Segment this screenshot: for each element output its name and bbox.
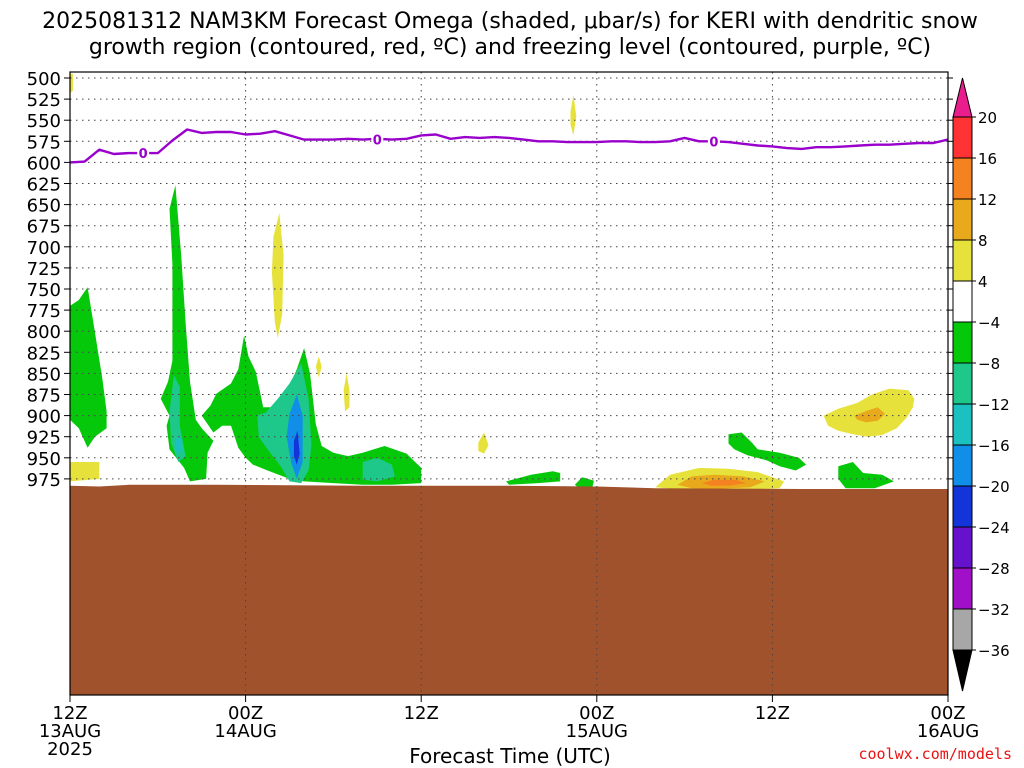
colorbar-segment xyxy=(952,403,973,446)
colorbar-segment xyxy=(952,198,973,241)
x-axis-label: Forecast Time (UTC) xyxy=(409,744,611,768)
omega-region xyxy=(728,432,807,471)
y-tick-label: 800 xyxy=(27,322,61,343)
colorbar-segment xyxy=(952,608,973,651)
colorbar: 20 16 12 8 4 −4 −8 −12 −16 −20 −24 −28 −32 −36 xyxy=(952,77,1010,692)
colorbar-segment xyxy=(952,280,973,323)
freezing-level-line xyxy=(69,128,949,164)
credit-text: coolwx.com/models xyxy=(858,745,1012,763)
omega-region xyxy=(343,373,350,412)
y-tick-label: 700 xyxy=(27,238,61,259)
colorbar-tick-label: −12 xyxy=(978,396,1010,414)
y-tick-label: 875 xyxy=(27,386,61,407)
omega-region xyxy=(574,477,594,489)
y-tick-label: 650 xyxy=(27,196,61,217)
freezing-level-label: 0 xyxy=(139,147,148,162)
colorbar-segment xyxy=(952,444,973,487)
omega-region xyxy=(838,462,894,489)
y-tick-label: 675 xyxy=(27,217,61,238)
x-tick-label: 12Z xyxy=(404,703,439,724)
colorbar-top-arrow xyxy=(952,77,973,118)
x-tick-date: 14AUG xyxy=(214,721,276,742)
colorbar-tick-label: 4 xyxy=(978,273,988,291)
omega-region xyxy=(160,185,214,482)
omega-region xyxy=(70,462,100,482)
omega-region xyxy=(175,434,183,455)
y-tick-label: 750 xyxy=(27,280,61,301)
freezing-level-label: 0 xyxy=(373,134,382,149)
omega-region xyxy=(70,73,73,94)
x-tick-label: 00Z xyxy=(930,703,965,724)
x-tick-label: 00Z xyxy=(228,703,263,724)
colorbar-tick-label: −32 xyxy=(978,601,1010,619)
plot-area: 00 05005255505756006256506757007257507758… xyxy=(27,69,980,760)
x-tick-label: 12Z xyxy=(52,703,87,724)
colorbar-tick-label: 20 xyxy=(978,109,997,127)
omega-region xyxy=(169,375,186,462)
freezing-label-bg xyxy=(371,131,384,148)
y-tick-label: 900 xyxy=(27,407,61,428)
colorbar-segment xyxy=(952,485,973,528)
omega-region xyxy=(570,94,577,136)
x-tick-date: 16AUG xyxy=(917,721,979,742)
colorbar-tick-label: −4 xyxy=(978,314,1000,332)
freezing-label-bg xyxy=(137,145,150,162)
colorbar-tick-label: −28 xyxy=(978,560,1010,578)
omega-region xyxy=(478,432,489,454)
y-tick-label: 925 xyxy=(27,428,61,449)
y-tick-label: 550 xyxy=(27,111,61,132)
omega-region xyxy=(70,287,107,448)
chart-title-line1: 2025081312 NAM3KM Forecast Omega (shaded… xyxy=(42,9,978,34)
omega-region xyxy=(293,430,300,465)
x-tick-year: 2025 xyxy=(47,739,93,760)
omega-region xyxy=(201,335,422,485)
y-tick-label: 825 xyxy=(27,343,61,364)
y-tick-label: 525 xyxy=(27,90,61,111)
omega-region xyxy=(362,457,395,482)
terrain-ground xyxy=(70,484,948,695)
colorbar-bottom-arrow xyxy=(952,649,973,692)
colorbar-tick-label: −20 xyxy=(978,478,1010,496)
colorbar-tick-label: −16 xyxy=(978,437,1010,455)
x-tick-label: 12Z xyxy=(755,703,790,724)
colorbar-tick-label: −36 xyxy=(978,642,1010,660)
colorbar-segment xyxy=(952,321,973,364)
colorbar-segment xyxy=(952,157,973,200)
y-tick-label: 775 xyxy=(27,301,61,322)
y-tick-label: 500 xyxy=(27,69,61,90)
omega-region xyxy=(506,471,561,485)
chart-title-line2: growth region (contoured, red, ºC) and f… xyxy=(89,35,931,60)
colorbar-segment xyxy=(952,116,973,159)
freezing-level-label: 0 xyxy=(709,135,718,150)
plot-content xyxy=(70,73,948,695)
y-tick-label: 850 xyxy=(27,364,61,385)
y-tick-label: 725 xyxy=(27,259,61,280)
y-tick-label: 950 xyxy=(27,449,61,470)
omega-region xyxy=(702,479,747,486)
colorbar-tick-label: −24 xyxy=(978,519,1010,537)
colorbar-tick-label: 16 xyxy=(978,150,997,168)
colorbar-tick-label: 8 xyxy=(978,232,988,250)
x-tick-date: 13AUG xyxy=(39,721,101,742)
colorbar-segment xyxy=(952,567,973,610)
colorbar-tick-label: 12 xyxy=(978,191,997,209)
colorbar-tick-label: −8 xyxy=(978,355,1000,373)
x-tick-date: 15AUG xyxy=(566,721,628,742)
colorbar-segment xyxy=(952,239,973,282)
y-tick-label: 575 xyxy=(27,132,61,153)
colorbar-segment xyxy=(952,526,973,569)
omega-region xyxy=(271,213,284,338)
x-tick-label: 00Z xyxy=(579,703,614,724)
colorbar-segment xyxy=(952,362,973,405)
omega-region xyxy=(854,407,886,423)
y-tick-label: 600 xyxy=(27,153,61,174)
omega-region xyxy=(315,356,322,378)
y-tick-label: 975 xyxy=(27,470,61,491)
y-tick-label: 625 xyxy=(27,175,61,196)
freezing-label-bg xyxy=(707,133,720,150)
plot-frame xyxy=(69,71,949,696)
